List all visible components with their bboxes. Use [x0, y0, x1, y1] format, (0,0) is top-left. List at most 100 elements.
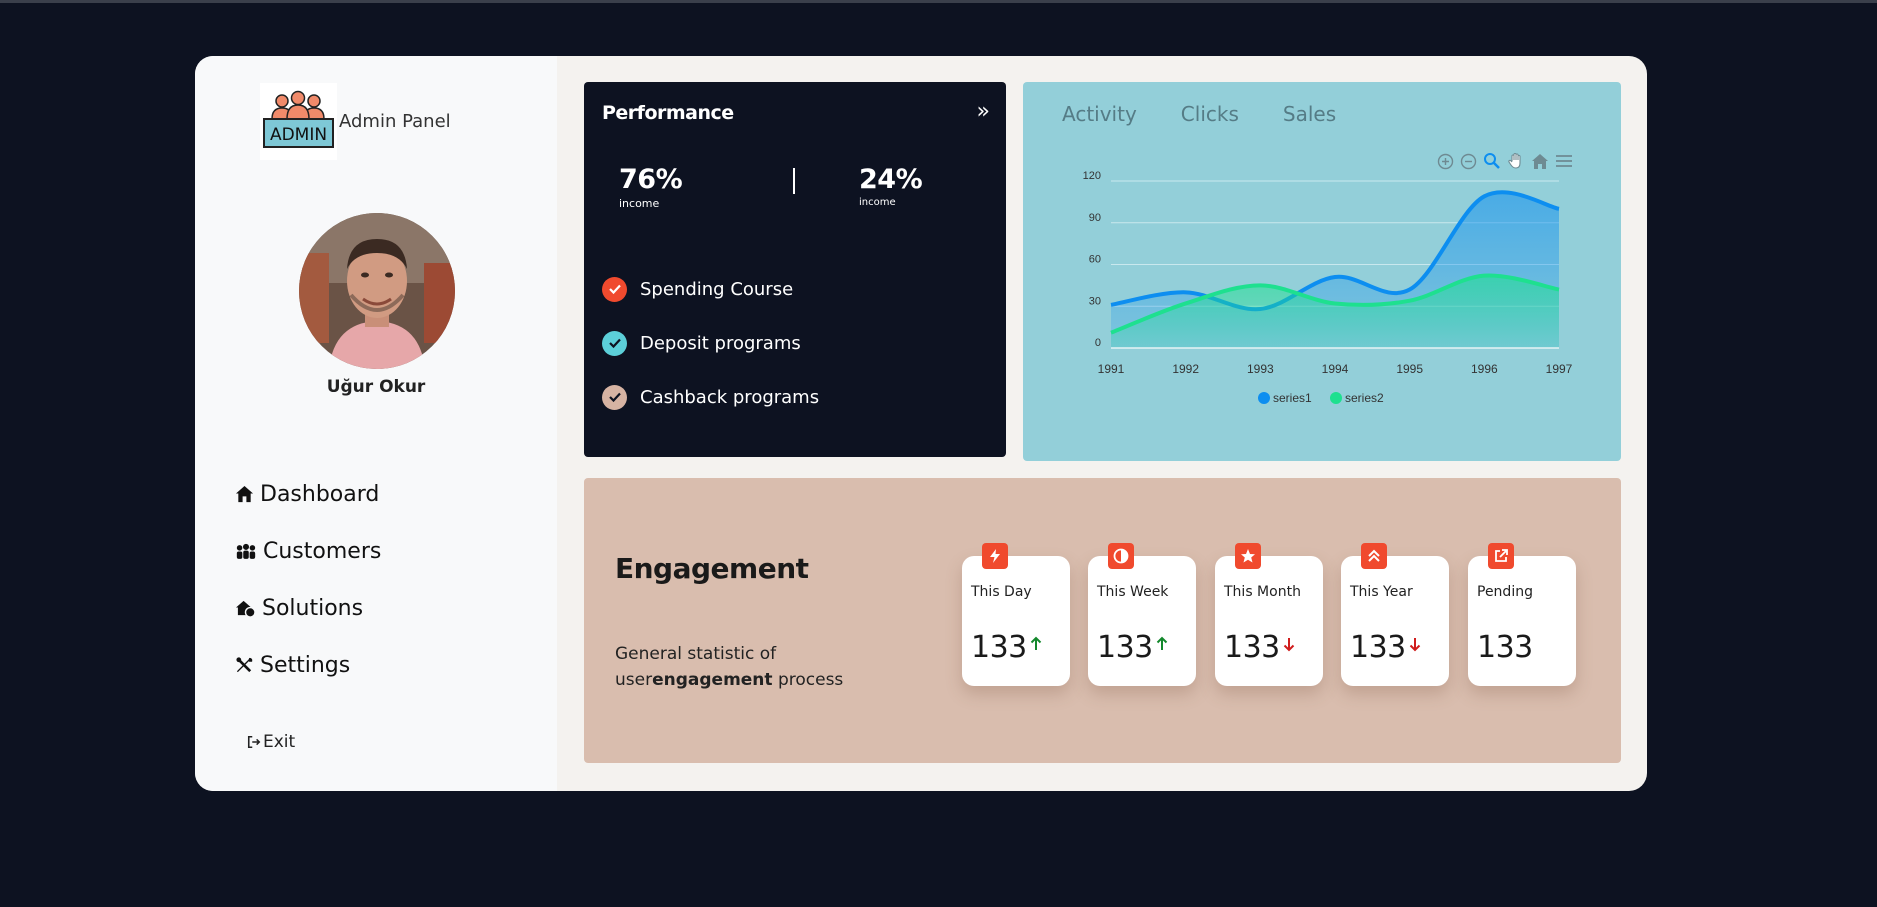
sidebar-item-customers[interactable]: Customers [235, 523, 381, 580]
chart-toolbar [1437, 152, 1579, 170]
stat-income-1: 76% income [619, 164, 683, 210]
list-item[interactable]: Spending Course [602, 262, 819, 316]
list-item[interactable]: Cashback programs [602, 370, 819, 424]
menu-icon[interactable] [1555, 153, 1573, 169]
sidebar-item-solutions[interactable]: Solutions [235, 580, 381, 637]
user-name: Uğur Okur [326, 377, 426, 397]
series-line [1110, 190, 1560, 312]
activity-card: Activity Clicks Sales 0 30 60 90 120 1991 1992… [1023, 82, 1621, 461]
chart-tabs: Activity Clicks Sales [1062, 102, 1380, 126]
y-tick-label: 90 [1089, 212, 1101, 224]
x-tick-label: 1992 [1172, 362, 1199, 376]
stat-value: 76% [619, 164, 683, 195]
stat-card-this-month[interactable]: This Month 133 [1215, 543, 1323, 686]
zoom-selection-icon[interactable] [1483, 152, 1501, 170]
card-label: This Week [1097, 584, 1169, 600]
tab-sales[interactable]: Sales [1282, 102, 1337, 126]
card-value: 133 [1097, 630, 1153, 665]
reset-home-icon[interactable] [1531, 153, 1549, 170]
arrow-down-icon [1409, 636, 1421, 656]
bolt-icon [982, 543, 1008, 569]
activity-chart: 0 30 60 90 120 1991 1992 1993 1994 1995 1996 1997 se… [1083, 170, 1573, 405]
arrow-down-icon [1283, 636, 1295, 656]
engagement-description: General statistic of userengagement proc… [615, 641, 855, 693]
admin-logo: ADMIN [260, 83, 337, 160]
program-list: Spending Course Deposit programs Cashbac… [602, 262, 819, 424]
stat-label: income [859, 197, 896, 208]
app-container: ADMIN Admin Panel Uğur Okur [195, 56, 1647, 791]
legend-marker [1258, 392, 1270, 404]
card-value: 133 [1350, 630, 1406, 665]
sidebar-nav: Dashboard Customers Solutions Settings [235, 466, 381, 694]
tab-activity[interactable]: Activity [1062, 102, 1137, 126]
card-value: 133 [971, 630, 1027, 665]
stat-card-this-week[interactable]: This Week 133 [1088, 543, 1196, 686]
stat-card-this-day[interactable]: This Day 133 [962, 543, 1070, 686]
list-item-label: Deposit programs [640, 332, 801, 354]
sidebar: ADMIN Admin Panel Uğur Okur [195, 56, 557, 791]
engagement-card: Engagement General statistic of userenga… [584, 478, 1621, 763]
sign-out-icon [247, 735, 261, 749]
x-tick-label: 1997 [1546, 362, 1573, 376]
half-circle-icon [1108, 543, 1134, 569]
y-tick-label: 120 [1083, 170, 1101, 182]
brand-title: Admin Panel [339, 111, 451, 132]
y-tick-label: 30 [1089, 295, 1101, 307]
double-chevron-right-icon[interactable]: » [976, 99, 990, 124]
y-tick-label: 0 [1095, 337, 1101, 349]
description-bold: engagement [652, 670, 773, 690]
stat-income-2: 24% income [859, 164, 923, 208]
sidebar-item-dashboard[interactable]: Dashboard [235, 466, 381, 523]
sidebar-item-settings[interactable]: Settings [235, 637, 381, 694]
stat-label: income [619, 197, 660, 210]
zoom-in-icon[interactable] [1437, 153, 1454, 170]
stat-value: 24% [859, 164, 923, 195]
series-line [1110, 273, 1560, 335]
sidebar-item-label: Settings [260, 653, 351, 678]
cloud-house-icon [236, 600, 256, 618]
card-value: 133 [1477, 630, 1533, 665]
stat-card-this-year[interactable]: This Year 133 [1341, 543, 1449, 686]
card-label: Pending [1477, 584, 1533, 600]
tools-icon [236, 657, 253, 673]
card-value: 133 [1224, 630, 1280, 665]
check-icon [602, 330, 627, 356]
tab-clicks[interactable]: Clicks [1180, 102, 1239, 126]
y-tick-label: 60 [1089, 254, 1101, 266]
series-area [1111, 275, 1559, 348]
sidebar-item-label: Dashboard [260, 482, 380, 507]
arrow-up-icon [1156, 636, 1168, 656]
x-tick-label: 1995 [1396, 362, 1423, 376]
x-tick-label: 1996 [1471, 362, 1498, 376]
legend-label: series1 [1273, 391, 1312, 405]
users-icon [236, 543, 256, 559]
zoom-out-icon[interactable] [1460, 153, 1477, 170]
x-tick-label: 1993 [1247, 362, 1274, 376]
sidebar-item-label: Customers [263, 539, 382, 564]
x-tick-label: 1994 [1322, 362, 1349, 376]
window-top-border [0, 0, 1877, 3]
check-icon [602, 276, 627, 302]
brand[interactable]: ADMIN Admin Panel [260, 83, 451, 160]
check-icon [602, 384, 627, 410]
legend-marker [1330, 392, 1342, 404]
home-icon [235, 485, 254, 503]
description-text-end: process [772, 670, 844, 690]
logo-text: ADMIN [270, 125, 327, 145]
list-item-label: Spending Course [640, 278, 794, 300]
stat-divider [793, 168, 795, 194]
stat-card-pending[interactable]: Pending 133 [1468, 543, 1576, 686]
x-tick-label: 1991 [1098, 362, 1125, 376]
list-item[interactable]: Deposit programs [602, 316, 819, 370]
external-link-icon [1488, 543, 1514, 569]
card-label: This Year [1350, 584, 1413, 600]
legend-label: series2 [1345, 391, 1384, 405]
exit-label: Exit [263, 732, 296, 752]
exit-button[interactable]: Exit [247, 732, 295, 752]
double-chevron-up-icon [1361, 543, 1387, 569]
pan-hand-icon[interactable] [1507, 152, 1525, 170]
sidebar-item-label: Solutions [262, 596, 364, 621]
arrow-up-icon [1030, 636, 1042, 656]
performance-title: Performance [602, 102, 734, 124]
avatar[interactable] [299, 213, 455, 369]
